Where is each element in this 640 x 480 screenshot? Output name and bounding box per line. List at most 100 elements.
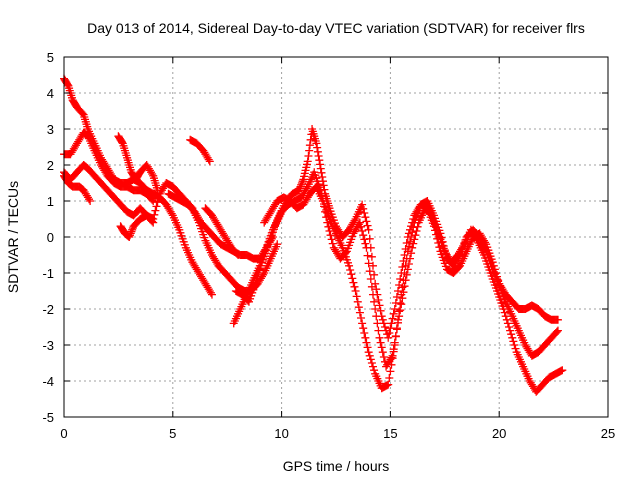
data-point xyxy=(394,315,403,324)
data-point xyxy=(402,254,411,263)
data-point xyxy=(367,252,376,261)
data-point xyxy=(489,261,498,270)
data-point xyxy=(494,276,503,285)
y-tick-label: 1 xyxy=(47,194,54,209)
data-point xyxy=(397,290,406,299)
data-point xyxy=(552,327,561,336)
x-tick-label: 25 xyxy=(601,426,615,441)
data-point xyxy=(357,222,366,231)
data-point xyxy=(375,333,384,342)
data-point xyxy=(167,209,176,218)
chart-title: Day 013 of 2014, Sidereal Day-to-day VTE… xyxy=(87,20,585,36)
y-tick-label: -2 xyxy=(42,302,54,317)
x-tick-label: 15 xyxy=(383,426,397,441)
data-point xyxy=(118,138,127,147)
data-point xyxy=(350,282,359,291)
data-point xyxy=(370,366,379,375)
data-point xyxy=(85,195,94,204)
data-point xyxy=(388,354,397,363)
data-point xyxy=(355,218,364,227)
y-tick-label: -4 xyxy=(42,374,54,389)
data-point xyxy=(434,239,443,247)
data-point xyxy=(298,177,307,186)
data-point xyxy=(366,275,375,283)
y-tick-label: -1 xyxy=(42,266,54,281)
data-point xyxy=(305,146,314,155)
data-point xyxy=(367,359,376,367)
data-point xyxy=(404,242,413,251)
x-axis-label: GPS time / hours xyxy=(283,458,390,474)
data-point xyxy=(353,297,362,306)
data-point xyxy=(368,290,377,299)
data-point xyxy=(256,261,265,270)
data-point xyxy=(378,348,387,357)
data-point xyxy=(374,326,383,335)
data-point xyxy=(384,333,393,342)
data-point xyxy=(384,380,393,389)
data-point xyxy=(399,276,408,285)
data-point xyxy=(380,323,389,331)
data-point xyxy=(361,333,370,342)
data-point xyxy=(253,272,262,281)
data-point xyxy=(370,297,379,306)
axis-ticks: 0 5 10 15 20 25 -5 -4 -3 -2 -1 0 1 2 3 4 5 xyxy=(42,50,615,441)
data-point xyxy=(388,314,397,323)
data-point xyxy=(306,135,315,144)
data-point xyxy=(391,332,400,341)
y-tick-label: 3 xyxy=(47,122,54,137)
data-point xyxy=(488,258,497,267)
data-point xyxy=(148,195,157,204)
data-point xyxy=(153,198,162,207)
data-point xyxy=(362,338,371,347)
data-point xyxy=(312,139,321,148)
data-point xyxy=(328,239,337,248)
data-point xyxy=(148,170,157,178)
data-point xyxy=(373,319,382,328)
data-point xyxy=(364,259,373,268)
data-point xyxy=(390,341,399,349)
data-point xyxy=(206,288,215,297)
data-point xyxy=(407,233,416,241)
data-point xyxy=(372,312,381,321)
data-point xyxy=(152,202,161,211)
data-point xyxy=(490,265,499,274)
x-tick-label: 10 xyxy=(274,426,288,441)
data-point xyxy=(481,238,490,247)
data-point xyxy=(553,315,562,324)
data-point xyxy=(376,338,385,347)
data-point xyxy=(354,303,363,312)
data-point xyxy=(409,223,418,232)
data-point xyxy=(365,267,374,276)
data-point xyxy=(376,306,385,315)
data-point xyxy=(365,351,374,360)
data-point xyxy=(259,270,268,279)
data-point xyxy=(389,347,398,356)
data-point xyxy=(63,80,72,89)
data-point xyxy=(507,330,516,339)
data-point xyxy=(149,218,158,227)
data-point xyxy=(370,270,379,279)
data-point xyxy=(350,216,359,225)
data-point xyxy=(303,157,312,166)
series-s5 xyxy=(114,132,162,195)
data-point xyxy=(304,152,313,160)
data-point xyxy=(363,343,372,352)
data-point xyxy=(435,243,444,252)
data-point xyxy=(126,229,135,238)
data-point xyxy=(352,292,361,301)
data-point xyxy=(149,197,158,205)
data-point xyxy=(207,290,216,299)
data-point xyxy=(153,186,162,195)
data-point xyxy=(385,329,394,337)
y-tick-label: 4 xyxy=(47,86,54,101)
data-point xyxy=(347,270,356,279)
data-point xyxy=(377,343,386,352)
data-point xyxy=(302,184,311,193)
data-point xyxy=(361,239,370,248)
data-point xyxy=(378,315,387,324)
data-point xyxy=(255,265,264,274)
data-point xyxy=(372,285,381,294)
data-point xyxy=(357,314,366,322)
data-point xyxy=(364,348,373,357)
data-point xyxy=(493,272,502,281)
